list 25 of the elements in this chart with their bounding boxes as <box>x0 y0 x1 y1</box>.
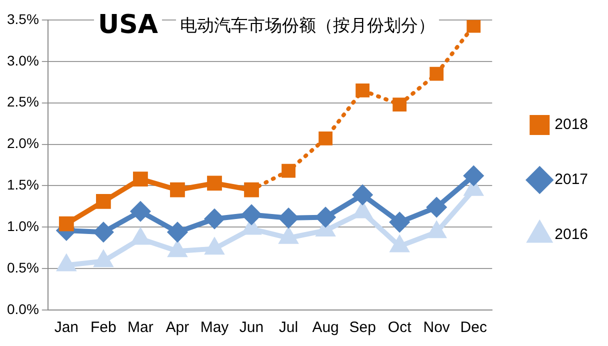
y-tick-label: 0.5% <box>6 259 39 276</box>
chart-title: USA <box>94 10 162 40</box>
y-tick-label: 1.5% <box>6 176 39 193</box>
x-tick-label: Feb <box>90 319 116 336</box>
y-tick-label: 2.0% <box>6 135 39 152</box>
y-tick-label: 0.0% <box>6 300 39 317</box>
legend-label: 2018 <box>554 116 588 134</box>
x-tick-label: Oct <box>388 319 412 336</box>
x-tick-label: Mar <box>128 319 154 336</box>
x-tick-label: Jul <box>278 319 298 336</box>
x-tick-label: Dec <box>460 319 488 336</box>
legend-label: 2016 <box>554 226 588 244</box>
x-tick-label: Jun <box>239 319 264 336</box>
y-tick-label: 2.5% <box>6 94 39 110</box>
x-tick-label: Aug <box>312 319 339 336</box>
x-tick-label: Nov <box>423 319 450 336</box>
x-tick-label: May <box>200 319 230 336</box>
y-tick-label: 3.5% <box>6 10 39 27</box>
chart-subtitle: 电动汽车市场份额（按月份划分） <box>176 14 439 37</box>
y-tick-label: 1.0% <box>6 218 39 234</box>
y-tick-label: 3.0% <box>6 52 39 68</box>
x-tick-label: Apr <box>166 319 190 336</box>
x-tick-label: Sep <box>349 319 376 336</box>
x-tick-label: Jan <box>54 319 79 336</box>
legend-label: 2017 <box>554 171 588 188</box>
